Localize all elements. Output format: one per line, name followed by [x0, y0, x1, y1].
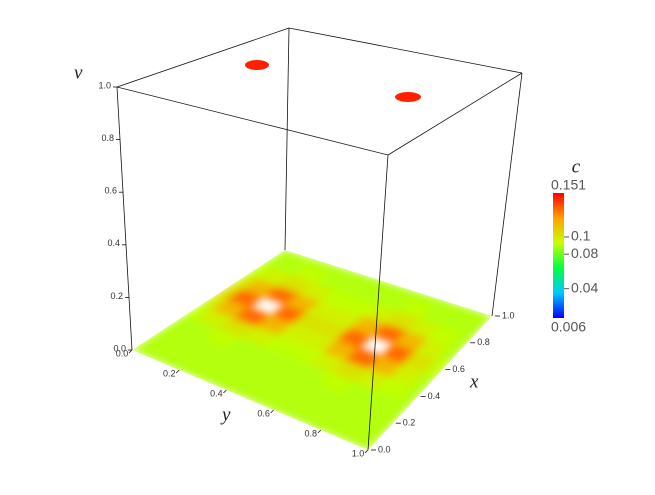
y-tick: [364, 449, 369, 454]
x-tick-label: 0.4: [428, 391, 441, 401]
box-edge: [284, 27, 290, 251]
v-tick-label: 0.8: [101, 133, 114, 143]
colorbar: [553, 193, 564, 318]
box-edge: [491, 72, 523, 317]
colorbar-min: 0.006: [551, 319, 586, 335]
colorbar-tick-label: 0.08: [571, 245, 598, 261]
y-tick: [317, 429, 322, 434]
colorbar-tick-label: 0.1: [571, 228, 591, 244]
surface: [132, 250, 492, 450]
colorbar-tick-label: 0.04: [571, 279, 598, 295]
top-spot: [395, 92, 421, 102]
y-axis-title: y: [220, 404, 231, 425]
box-edge: [116, 27, 290, 88]
y-tick: [128, 349, 133, 354]
x-tick-label: 0.2: [403, 418, 416, 428]
top-spot: [245, 60, 269, 70]
surface-cells: [132, 250, 492, 450]
box-edge: [116, 86, 389, 156]
x-tick-label: 0.6: [452, 364, 465, 374]
colorbar-max: 0.151: [551, 177, 586, 193]
y-tick-label: 0.8: [305, 428, 318, 438]
y-tick-label: 0.0: [116, 348, 129, 358]
v-axis-title: v: [74, 62, 83, 83]
y-tick-label: 1.0: [352, 448, 365, 458]
v-tick-label: 0.4: [107, 238, 120, 248]
colorbar-title: c: [572, 156, 581, 177]
box-edge: [116, 86, 133, 351]
y-tick-label: 0.4: [210, 388, 223, 398]
x-tick-label: 0.0: [378, 444, 391, 454]
v-tick-label: 0.0: [113, 343, 126, 353]
box-edge: [288, 27, 523, 74]
y-tick: [270, 409, 274, 414]
y-tick: [175, 369, 180, 374]
v-tick-label: 0.2: [110, 291, 123, 301]
x-axis-title: x: [469, 371, 479, 392]
y-tick: [223, 389, 227, 394]
y-tick-label: 0.6: [257, 408, 270, 418]
v-tick-label: 1.0: [98, 80, 111, 90]
y-tick-label: 0.2: [163, 368, 176, 378]
x-tick-label: 1.0: [502, 310, 515, 320]
box-edge: [367, 154, 389, 451]
v-tick-label: 0.6: [104, 186, 117, 196]
surface-cell: [474, 312, 492, 324]
box-edge: [387, 72, 523, 156]
x-tick-label: 0.8: [477, 337, 490, 347]
